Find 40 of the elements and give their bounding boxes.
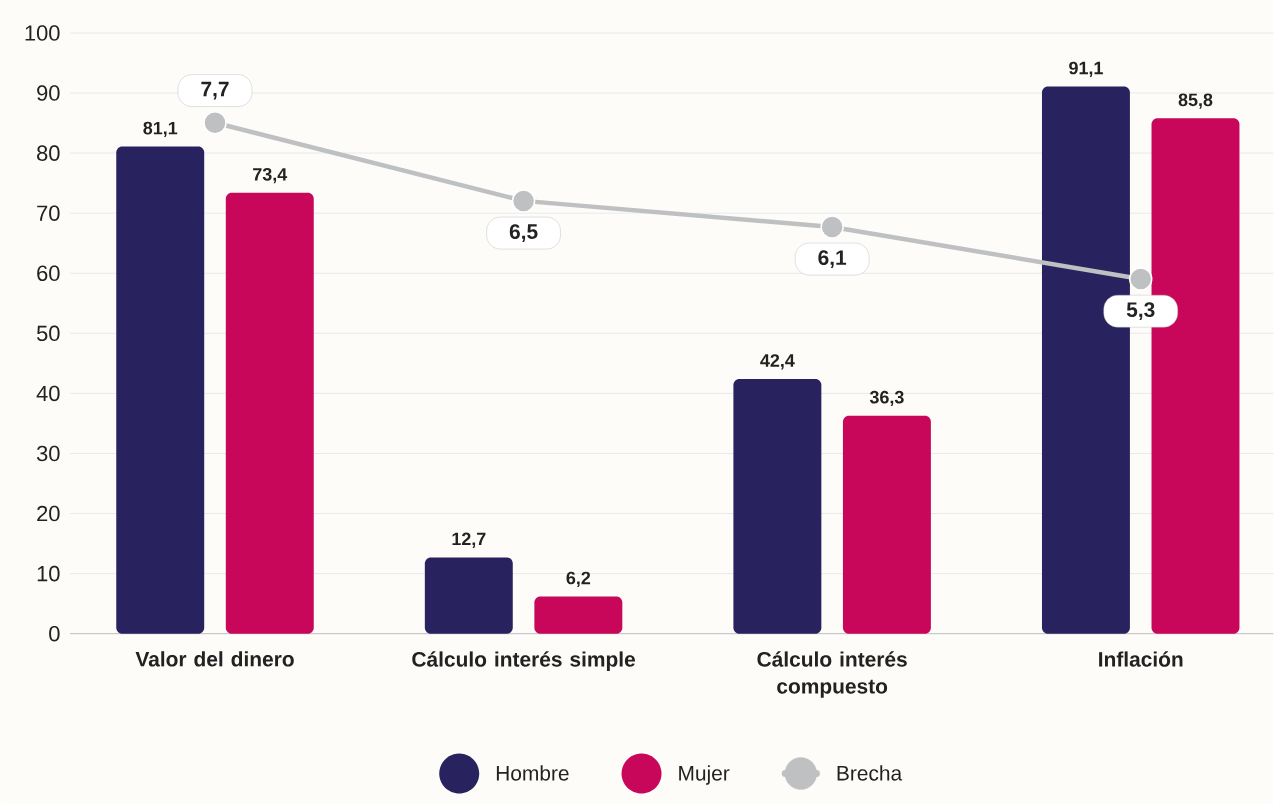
data-label: 42,4 (760, 354, 795, 370)
y-tick-label: 0 (49, 626, 60, 642)
data-label: 91,1 (1069, 61, 1103, 78)
y-tick-label: 70 (37, 205, 60, 222)
y-tick-label: 50 (36, 325, 60, 342)
y-tick-label: 80 (37, 145, 60, 162)
data-label: 5,3 (1126, 302, 1155, 321)
legend-label: Hombre (496, 765, 569, 781)
bar (116, 146, 205, 634)
data-label: 6,1 (818, 250, 847, 269)
bar (842, 415, 931, 634)
data-label: 73,4 (253, 168, 288, 184)
y-tick-label: 60 (37, 265, 60, 282)
bar (733, 379, 822, 634)
point (1128, 267, 1153, 291)
data-label: 7,7 (201, 81, 229, 100)
data-label: 6,5 (509, 224, 538, 243)
bar (225, 192, 314, 634)
data-label: 36,3 (869, 391, 904, 407)
x-tick-label: Inflación (1099, 651, 1183, 667)
bar (534, 596, 623, 634)
data-label: 6,2 (566, 571, 591, 588)
x-tick-label: Cálculo interés compuesto (757, 651, 907, 698)
y-tick-label: 30 (36, 445, 60, 462)
y-tick-label: 20 (37, 505, 60, 522)
y-tick-label: 40 (36, 385, 60, 402)
x-tick-label: Valor del dinero (135, 651, 294, 667)
legend-label: Brecha (837, 765, 903, 781)
data-label: 81,1 (143, 121, 178, 138)
legend-label: Mujer (679, 765, 730, 785)
point (511, 189, 536, 213)
y-tick-label: 10 (37, 566, 60, 582)
data-label: 85,8 (1178, 93, 1213, 109)
point (820, 215, 844, 239)
bar (424, 557, 513, 634)
x-tick-label: Cálculo interés simple (412, 651, 635, 672)
y-tick-label: 100 (25, 25, 60, 41)
point (203, 111, 227, 135)
y-tick-label: 90 (37, 85, 60, 101)
data-label: 12,7 (452, 532, 486, 549)
